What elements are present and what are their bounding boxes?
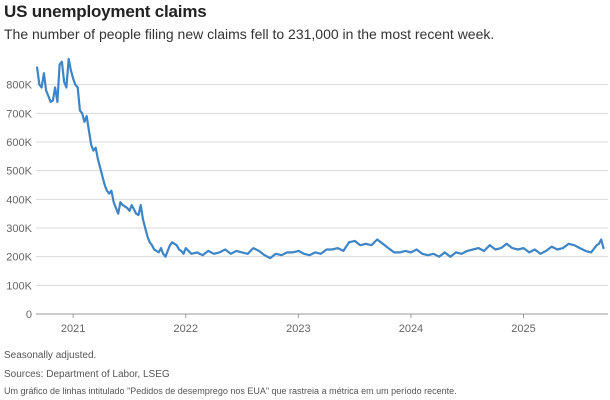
grid-lines — [36, 84, 608, 286]
y-tick-label: 300K — [6, 223, 32, 235]
x-tick-label: 2021 — [61, 323, 85, 335]
x-tick-label: 2025 — [511, 323, 535, 335]
y-tick-label: 800K — [6, 80, 32, 92]
y-tick-label: 0 — [26, 309, 32, 321]
x-tick-label: 2024 — [399, 323, 423, 335]
x-tick-label: 2022 — [174, 323, 198, 335]
chart-title: US unemployment claims — [4, 2, 207, 21]
footnote-sources: Sources: Department of Labor, LSEG — [4, 369, 170, 380]
footnote-alt-text: Um gráfico de linhas intitulado "Pedidos… — [4, 386, 457, 396]
x-axis-ticks: 2021 2022 2023 2024 2025 — [61, 314, 536, 335]
chart-subtitle: The number of people filing new claims f… — [4, 26, 495, 42]
y-axis-ticks: 0 100K 200K 300K 400K 500K 600K 700K 800K — [6, 80, 32, 321]
y-tick-label: 200K — [6, 252, 32, 264]
y-tick-label: 400K — [6, 194, 32, 206]
y-tick-label: 100K — [6, 280, 32, 292]
footnote-seasonal: Seasonally adjusted. — [4, 350, 97, 361]
series-layer — [35, 57, 605, 260]
y-tick-label: 700K — [6, 108, 32, 120]
y-tick-label: 500K — [6, 166, 32, 178]
claims-line — [35, 57, 605, 260]
x-tick-label: 2023 — [286, 323, 310, 335]
y-tick-label: 600K — [6, 137, 32, 149]
